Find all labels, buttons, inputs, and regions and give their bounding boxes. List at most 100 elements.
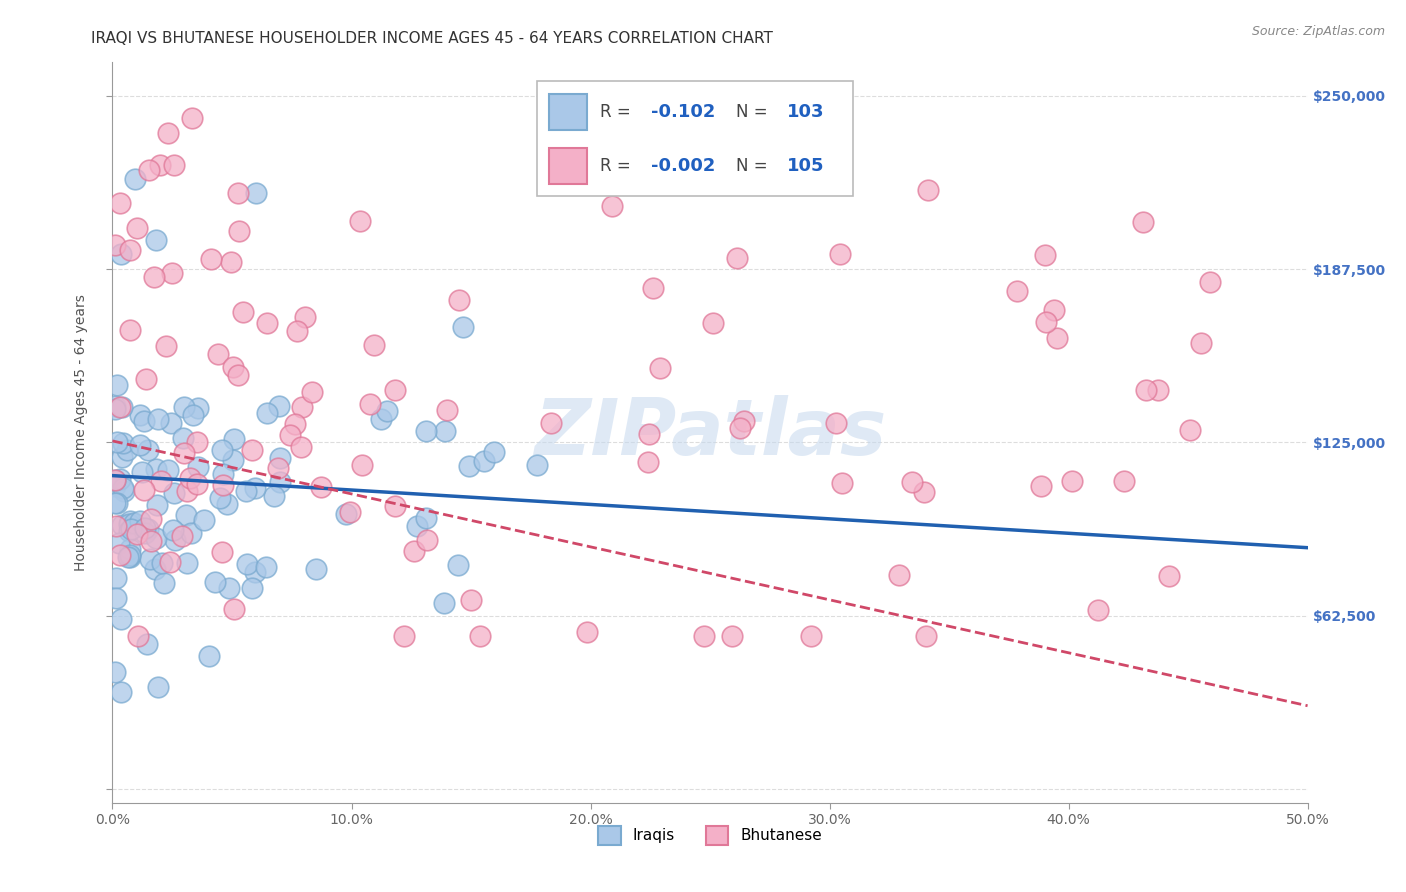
- Point: [228, 224, 250, 238]
- Point: [138, 163, 160, 178]
- Point: [232, 304, 254, 318]
- Point: [1146, 384, 1168, 398]
- Point: [1046, 331, 1069, 345]
- Point: [104, 665, 127, 680]
- Point: [384, 384, 406, 398]
- Point: [141, 534, 163, 549]
- Point: [186, 435, 208, 450]
- Point: [269, 451, 291, 466]
- Point: [269, 399, 291, 413]
- Point: [145, 461, 167, 475]
- Point: [108, 400, 131, 414]
- Point: [1114, 474, 1136, 488]
- Point: [200, 252, 222, 267]
- Point: [1178, 423, 1201, 437]
- Point: [375, 404, 398, 418]
- Point: [110, 685, 132, 699]
- Point: [172, 431, 194, 445]
- Point: [145, 531, 167, 545]
- Point: [405, 518, 427, 533]
- Point: [224, 433, 246, 447]
- Point: [136, 636, 159, 650]
- Point: [800, 629, 823, 643]
- Point: [526, 458, 548, 472]
- Point: [576, 624, 599, 639]
- Point: [359, 397, 381, 411]
- Point: [1189, 336, 1212, 351]
- Point: [219, 255, 242, 269]
- Point: [415, 510, 437, 524]
- Point: [394, 629, 416, 643]
- Point: [912, 485, 935, 500]
- Point: [118, 549, 141, 563]
- Point: [105, 435, 128, 450]
- Point: [176, 483, 198, 498]
- Point: [917, 182, 939, 196]
- Point: [363, 337, 385, 351]
- Point: [127, 526, 149, 541]
- Point: [110, 612, 132, 626]
- Text: Source: ZipAtlas.com: Source: ZipAtlas.com: [1251, 25, 1385, 38]
- Legend: Iraqis, Bhutanese: Iraqis, Bhutanese: [592, 820, 828, 851]
- Point: [150, 475, 173, 489]
- Point: [1029, 479, 1052, 493]
- Point: [104, 518, 127, 533]
- Point: [134, 525, 156, 540]
- Point: [146, 412, 169, 426]
- Point: [124, 172, 146, 186]
- Point: [254, 559, 277, 574]
- Point: [370, 412, 392, 426]
- Point: [1005, 285, 1028, 299]
- Point: [1035, 315, 1057, 329]
- Point: [294, 310, 316, 324]
- Point: [104, 473, 127, 487]
- Point: [889, 568, 911, 582]
- Point: [162, 523, 184, 537]
- Point: [136, 522, 159, 536]
- Point: [209, 491, 232, 505]
- Point: [339, 505, 361, 519]
- Point: [349, 214, 371, 228]
- Point: [433, 596, 456, 610]
- Text: ZIPatlas: ZIPatlas: [534, 394, 886, 471]
- Point: [263, 489, 285, 503]
- Point: [134, 414, 156, 428]
- Point: [115, 443, 138, 458]
- Point: [235, 558, 257, 572]
- Point: [146, 681, 169, 695]
- Point: [111, 401, 134, 415]
- Point: [127, 221, 149, 235]
- Point: [172, 529, 194, 543]
- Point: [163, 486, 186, 500]
- Point: [118, 514, 141, 528]
- Point: [600, 199, 623, 213]
- Point: [1157, 569, 1180, 583]
- Point: [136, 442, 159, 457]
- Point: [153, 576, 176, 591]
- Point: [290, 440, 312, 454]
- Point: [540, 416, 562, 430]
- Point: [335, 508, 357, 522]
- Point: [111, 517, 134, 532]
- Point: [187, 401, 209, 416]
- Point: [104, 399, 127, 413]
- Point: [291, 400, 314, 414]
- Point: [142, 270, 165, 285]
- Point: [643, 281, 665, 295]
- Point: [446, 558, 468, 572]
- Point: [107, 536, 129, 550]
- Point: [226, 186, 249, 200]
- Point: [1132, 215, 1154, 229]
- Point: [181, 409, 204, 423]
- Point: [204, 574, 226, 589]
- Point: [108, 195, 131, 210]
- Point: [155, 339, 177, 353]
- Point: [211, 545, 233, 559]
- Point: [165, 533, 187, 548]
- Point: [207, 347, 229, 361]
- Point: [145, 562, 167, 576]
- Point: [280, 428, 302, 442]
- Point: [416, 533, 439, 548]
- Point: [472, 453, 495, 467]
- Point: [228, 368, 250, 382]
